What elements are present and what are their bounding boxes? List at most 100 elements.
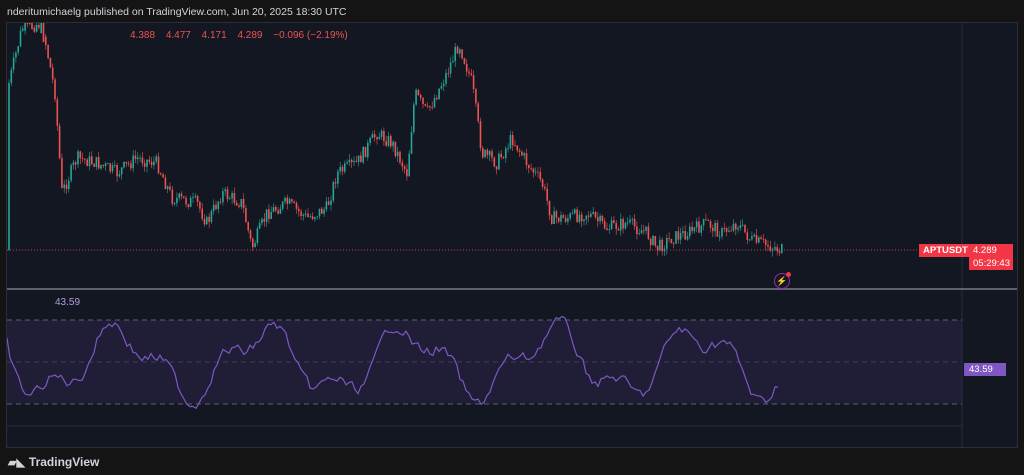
symbol-label: APTUSDT [919,244,972,257]
candle-body [663,248,666,252]
candle-body [615,222,617,230]
candle-body [40,23,42,34]
candle-body [546,188,548,201]
candle-body [286,197,289,204]
candle-body [488,151,491,156]
candle-body [534,171,537,173]
candle-body [576,209,578,222]
candle-body [180,193,183,197]
candle-body [613,220,615,223]
candle-body [590,213,592,217]
candle-body [252,238,254,248]
candle-body [114,165,116,166]
candle-body [426,105,429,107]
candle-body [465,63,468,72]
candle-body [176,197,178,204]
candle-body [498,153,500,170]
candle-body [42,23,45,43]
candle-body [636,226,638,235]
candle-body [551,215,553,224]
candle-body [417,89,420,96]
candle-body [394,141,397,157]
candle-body [679,233,682,240]
candle-body [38,25,40,28]
candle-body [659,239,661,251]
candle-body [65,184,68,190]
candle-body [633,218,636,227]
candle-body [516,145,519,151]
candle-body [157,156,160,174]
candle-body [454,46,456,62]
candle-body [185,197,187,205]
candle-body [314,217,316,220]
candle-body [470,73,473,76]
candle-body [643,230,645,232]
candle-body [705,219,707,220]
candle-body [764,239,767,245]
candle-body [484,149,486,158]
candle-body [714,222,716,232]
flash-icon[interactable]: ⚡ [774,272,791,289]
candle-body [10,69,13,83]
candle-body [502,157,505,159]
chart-canvas[interactable] [7,23,1018,448]
candle-body [150,161,153,166]
candle-body [433,98,436,108]
candle-body [567,218,569,222]
candle-body [461,49,463,59]
candle-body [311,216,314,220]
candle-body [348,159,351,163]
candle-body [360,155,362,163]
candle-body [406,169,408,177]
candle-body [143,163,146,167]
candle-body [325,201,328,210]
candle-body [173,203,176,204]
candle-body [258,223,261,229]
candle-body [160,173,162,175]
candle-body [500,153,502,158]
candle-body [212,204,215,212]
candle-body [12,57,15,70]
candle-body [19,30,22,47]
candle-body [81,158,84,159]
candle-body [689,226,691,237]
candle-body [537,171,539,173]
candle-body [242,199,245,209]
candle-body [442,83,445,87]
chart-frame[interactable]: 4.388 4.477 4.171 4.289 −0.096 (−2.19%) … [6,22,1018,448]
candle-body [146,159,148,167]
candle-body [507,148,509,149]
candle-body [109,163,111,172]
candle-body [35,25,38,32]
candle-body [493,157,496,167]
candle-body [392,141,394,147]
candle-body [261,218,263,224]
candle-body [196,196,199,203]
candle-body [63,184,65,188]
candle-body [357,155,360,162]
candle-body [162,174,164,178]
candle-body [624,222,627,229]
candle-body [456,46,459,54]
candle-body [597,217,599,222]
candle-body [353,160,355,163]
candle-body [330,200,332,205]
candle-body [364,146,367,158]
candle-body [127,163,130,165]
tradingview-logo[interactable]: ▰◣ TradingView [8,455,99,469]
candle-body [208,216,210,222]
candle-body [17,46,19,53]
candle-body [339,166,341,172]
rsi-axis-label: 43.59 [964,363,1006,376]
countdown-label: 05:29:43 [969,257,1013,270]
candle-body [164,177,167,190]
candle-body [307,213,309,217]
candle-body [758,237,760,243]
candle-body [511,135,514,146]
footer-bar: ▰◣ TradingView [0,449,1024,475]
candle-body [725,228,728,232]
candle-body [666,237,668,249]
candle-body [45,36,47,45]
candle-body [410,132,413,154]
candle-body [482,148,484,158]
